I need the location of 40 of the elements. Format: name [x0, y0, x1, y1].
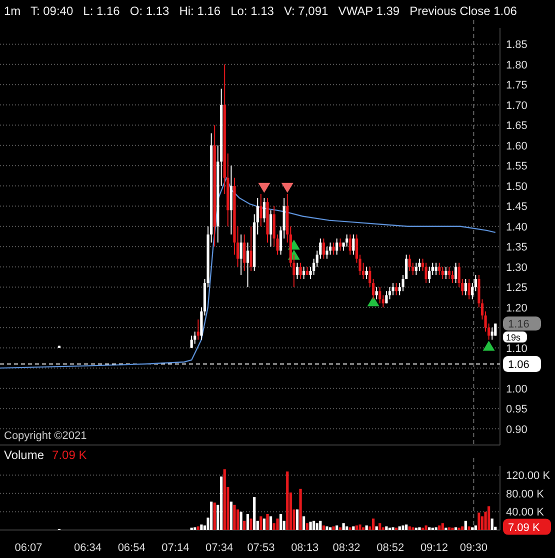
x-tick-label: 06:54 — [118, 542, 146, 554]
y-tick-label: 1.80 — [506, 59, 528, 72]
text: 1.16 — [508, 318, 530, 331]
text: 7.09 K — [508, 522, 540, 534]
ref-line-label: 1.06 — [508, 359, 530, 372]
y-tick-label: 80.00 K — [506, 488, 545, 500]
y-tick-label: 40.00 K — [506, 506, 545, 519]
y-tick-label: 1.10 — [506, 342, 528, 355]
y-tick-label: 1.40 — [506, 221, 528, 234]
y-tick-label: 1.65 — [506, 120, 528, 132]
y-tick-label: 1.45 — [506, 201, 528, 214]
y-tick-label: 1.00 — [506, 383, 528, 396]
x-tick-label: 07:53 — [247, 542, 275, 554]
x-tick-label: 08:32 — [332, 542, 360, 554]
y-tick-label: 0.90 — [506, 424, 528, 436]
chart-subtitle: 7.09 K — [52, 448, 87, 462]
y-tick-label: 1.25 — [506, 282, 528, 294]
y-tick-label: 1.70 — [506, 100, 528, 112]
chart-title: Volume — [4, 448, 44, 462]
x-tick-label: 08:13 — [291, 542, 319, 554]
x-tick-label: 06:34 — [74, 542, 102, 554]
y-tick-label: 1.75 — [506, 80, 528, 92]
x-tick-label: 07:14 — [162, 542, 190, 554]
y-tick-label: 120.00 K — [506, 470, 551, 482]
x-tick-label: 09:12 — [420, 542, 448, 554]
y-tick-label: 1.85 — [506, 39, 528, 52]
y-tick-label: 1.35 — [506, 242, 528, 254]
y-tick-label: 1.20 — [506, 302, 528, 314]
x-tick-label: 06:07 — [14, 542, 42, 554]
y-tick-label: 1.60 — [506, 140, 528, 152]
x-tick-label: 09:30 — [460, 542, 488, 554]
y-tick-label: 1.50 — [506, 180, 528, 193]
x-tick-label: 07:34 — [206, 542, 234, 554]
text: 19s — [506, 332, 522, 343]
chart-title: 1m T: 09:40 L: 1.16 O: 1.13 Hi: 1.16 Lo: 1.13 V: 7,091 VWAP 1.39 Previous Close 1.06 — [4, 4, 518, 18]
y-tick-label: 1.55 — [506, 160, 528, 173]
y-tick-label: 1.30 — [506, 262, 528, 274]
y-tick-label: 0.95 — [506, 404, 528, 416]
x-tick-label: 08:52 — [376, 542, 404, 554]
annotation: Copyright ©2021 — [4, 430, 87, 442]
